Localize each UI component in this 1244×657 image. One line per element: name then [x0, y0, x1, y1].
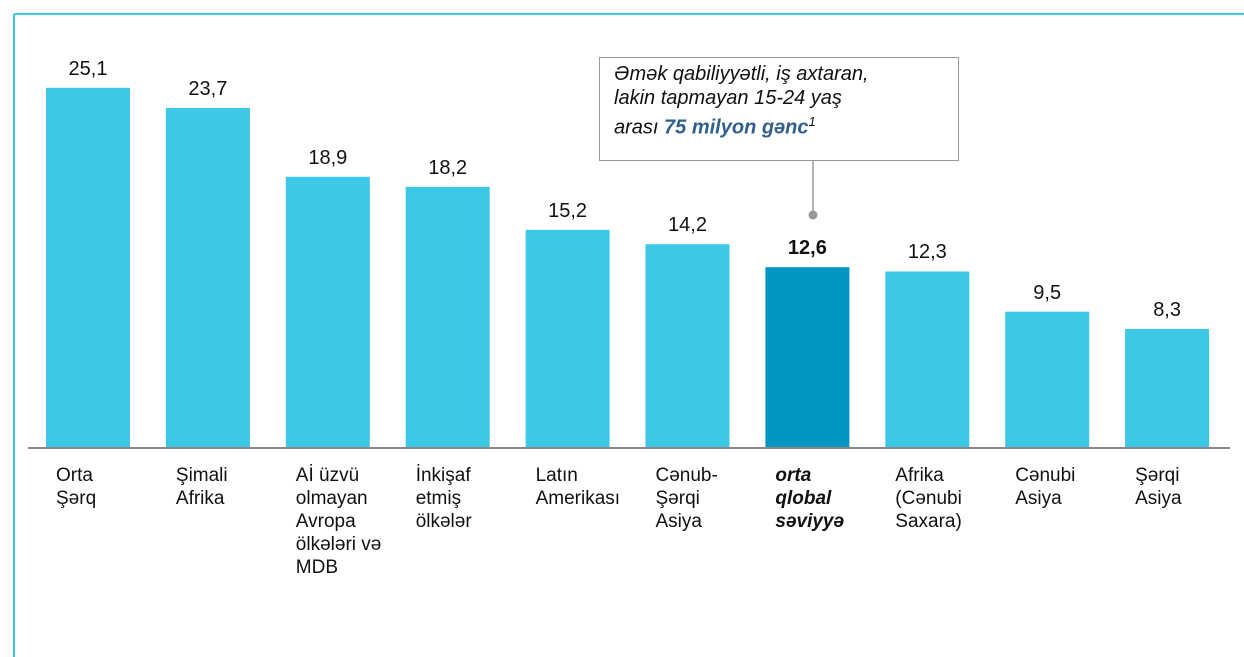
x-tick-label: İnkişaf etmiş ölkələr: [415, 465, 472, 532]
value-label: 18,9: [308, 146, 348, 169]
value-label: 8,3: [1153, 298, 1181, 321]
annotation-text: Əmək qabiliyyətli, iş axtaran, lakin tap…: [614, 63, 869, 139]
bar: [645, 244, 730, 448]
annotation: Əmək qabiliyyətli, iş axtaran, lakin tap…: [599, 57, 959, 161]
bar: [1125, 328, 1210, 448]
value-label: 18,2: [428, 156, 468, 179]
x-tick-label: Afrika (Cənubi Saxara): [895, 465, 962, 532]
annotation-emphasis: 75 milyon gənc: [664, 116, 809, 139]
x-tick-label: Cənubi Asiya: [1015, 465, 1076, 509]
footnote: 1: [808, 114, 816, 129]
value-label: 15,2: [548, 199, 588, 222]
x-tick-label: Şimali Afrika: [175, 465, 228, 509]
value-label: 9,5: [1033, 281, 1062, 304]
connector-dot: [808, 210, 818, 220]
x-tick-label: Cənub- Şərqi Asiya: [655, 465, 718, 532]
bar: [285, 176, 370, 448]
value-label: 12,3: [907, 241, 947, 264]
value-label: 14,2: [668, 214, 707, 237]
value-label: 25,1: [68, 57, 108, 80]
bar: [165, 107, 250, 448]
bar: [525, 229, 610, 448]
x-tick-label: Şərqi Asiya: [1135, 465, 1182, 509]
x-tick-label: orta qlobal səviyyə: [775, 465, 845, 532]
bar: [405, 186, 490, 448]
bar: [765, 267, 850, 448]
x-tick-label: Latın Amerikası: [535, 465, 621, 509]
bar: [46, 87, 130, 448]
value-label: 23,7: [188, 77, 228, 100]
value-label: 12,6: [787, 237, 827, 260]
x-tick-label: Orta Şərq: [56, 465, 97, 509]
bar: [1005, 311, 1090, 448]
bar: [885, 271, 970, 448]
x-tick-label: Aİ üzvü olmayan Avropa ölkələri və MDB: [295, 465, 382, 578]
